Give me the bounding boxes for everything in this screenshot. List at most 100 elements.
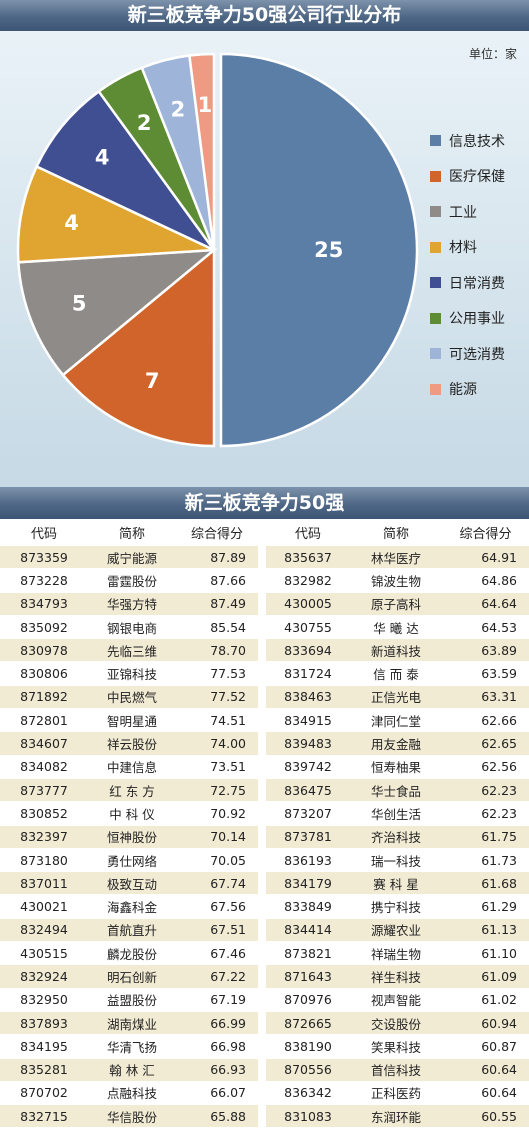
header-score: 综合得分	[442, 519, 529, 546]
cell-name: 用友金融	[350, 731, 442, 756]
table-row: 834082 中建信息 73.51 839742 恒寿柚果 62.56	[0, 755, 529, 779]
column-gap	[258, 755, 266, 779]
cell-name: 笑果科技	[350, 1034, 442, 1059]
cell-name: 津同仁堂	[350, 708, 442, 733]
cell-code: 830852	[0, 801, 88, 826]
cell-code: 873180	[0, 848, 88, 873]
cell-code: 834414	[266, 918, 350, 943]
table-row: 873777 红 东 方 72.75 836475 华士食品 62.23	[0, 778, 529, 803]
legend-label: 医疗保健	[449, 169, 505, 186]
unit-label: 单位：家	[468, 47, 517, 61]
cell-score: 64.53	[442, 615, 529, 640]
cell-score: 85.54	[176, 615, 258, 640]
slice-value-label: 5	[72, 291, 87, 315]
cell-name: 东润环能	[350, 1104, 442, 1128]
table-row: 832950 益盟股份 67.19 870976 视声智能 61.02	[0, 988, 529, 1012]
cell-score: 72.75	[176, 778, 258, 803]
column-gap	[258, 685, 266, 710]
cell-score: 61.13	[442, 918, 529, 943]
cell-code: 831724	[266, 661, 350, 686]
chart-title: 新三板竞争力50强公司行业分布	[0, 0, 529, 31]
cell-code: 870556	[266, 1058, 350, 1082]
table-row: 835281 翰 林 汇 66.93 870556 首信科技 60.64	[0, 1058, 529, 1082]
cell-score: 73.51	[176, 755, 258, 779]
legend-swatch	[430, 135, 441, 147]
cell-code: 430005	[266, 592, 350, 616]
cell-code: 835281	[0, 1058, 88, 1082]
cell-code: 838190	[266, 1034, 350, 1059]
table-row: 873359 威宁能源 87.89 835637 林华医疗 64.91	[0, 546, 529, 570]
column-gap	[258, 1011, 266, 1036]
cell-name: 视声智能	[350, 988, 442, 1012]
legend-label: 信息技术	[449, 133, 505, 150]
legend-swatch	[430, 170, 441, 182]
cell-code: 832982	[266, 568, 350, 593]
cell-score: 62.66	[442, 708, 529, 733]
pie-slice	[17, 248, 218, 377]
table-row: 830852 中 科 仪 70.92 873207 华创生活 62.23	[0, 801, 529, 826]
table-row: 834793 华强方特 87.49 430005 原子高科 64.64	[0, 592, 529, 616]
cell-code: 873821	[266, 941, 350, 966]
cell-name: 华信股份	[88, 1104, 176, 1128]
cell-code: 832494	[0, 918, 88, 943]
column-gap	[258, 1081, 266, 1106]
slice-value-label: 4	[95, 146, 110, 170]
column-gap	[258, 1034, 266, 1059]
cell-code: 836193	[266, 848, 350, 873]
cell-code: 872801	[0, 708, 88, 733]
table-row: 830978 先临三维 78.70 833694 新道科技 63.89	[0, 638, 529, 663]
cell-code: 831083	[266, 1104, 350, 1128]
cell-name: 亚锦科技	[88, 661, 176, 686]
cell-score: 62.23	[442, 778, 529, 803]
legend-label: 材料	[449, 240, 477, 257]
table-row: 837893 湖南煤业 66.99 872665 交设股份 60.94	[0, 1011, 529, 1036]
cell-score: 66.93	[176, 1058, 258, 1082]
cell-score: 61.29	[442, 894, 529, 919]
column-gap	[258, 615, 266, 640]
cell-code: 832950	[0, 988, 88, 1012]
cell-name: 勇仕网络	[88, 848, 176, 873]
table-row: 830806 亚锦科技 77.53 831724 信 而 泰 63.59	[0, 661, 529, 686]
table-row: 873228 雷霆股份 87.66 832982 锦波生物 64.86	[0, 568, 529, 593]
cell-score: 61.68	[442, 871, 529, 896]
cell-name: 华强方特	[88, 592, 176, 616]
pie-slice	[34, 89, 216, 252]
cell-code: 839483	[266, 731, 350, 756]
cell-code: 873207	[266, 801, 350, 826]
cell-code: 835092	[0, 615, 88, 640]
cell-score: 60.64	[442, 1058, 529, 1082]
cell-code: 836342	[266, 1081, 350, 1106]
cell-code: 873781	[266, 825, 350, 849]
cell-code: 837893	[0, 1011, 88, 1036]
cell-score: 62.65	[442, 731, 529, 756]
pie-slice	[219, 52, 419, 448]
cell-code: 873777	[0, 778, 88, 803]
cell-code: 834179	[266, 871, 350, 896]
cell-name: 源耀农业	[350, 918, 442, 943]
column-gap	[258, 894, 266, 919]
cell-score: 62.23	[442, 801, 529, 826]
table-header-row: 代码 简称 综合得分 代码 简称 综合得分	[0, 519, 529, 546]
column-gap	[258, 568, 266, 593]
cell-score: 70.92	[176, 801, 258, 826]
cell-code: 834915	[266, 708, 350, 733]
column-gap	[258, 848, 266, 873]
table-row: 832715 华信股份 65.88 831083 东润环能 60.55	[0, 1104, 529, 1128]
cell-name: 极致互动	[88, 871, 176, 896]
legend-item: 信息技术	[430, 123, 505, 159]
cell-name: 翰 林 汇	[88, 1058, 176, 1082]
cell-name: 华 曦 达	[350, 615, 442, 640]
header-name: 简称	[88, 519, 176, 546]
table-row: 834195 华清飞扬 66.98 838190 笑果科技 60.87	[0, 1034, 529, 1059]
cell-score: 70.14	[176, 825, 258, 849]
column-gap	[258, 941, 266, 966]
cell-name: 首信科技	[350, 1058, 442, 1082]
legend-label: 可选消费	[449, 346, 505, 363]
table-row: 430515 麟龙股份 67.46 873821 祥瑞生物 61.10	[0, 941, 529, 966]
column-gap	[258, 592, 266, 616]
cell-score: 66.99	[176, 1011, 258, 1036]
legend-item: 材料	[430, 230, 505, 266]
cell-code: 870702	[0, 1081, 88, 1106]
cell-name: 华创生活	[350, 801, 442, 826]
